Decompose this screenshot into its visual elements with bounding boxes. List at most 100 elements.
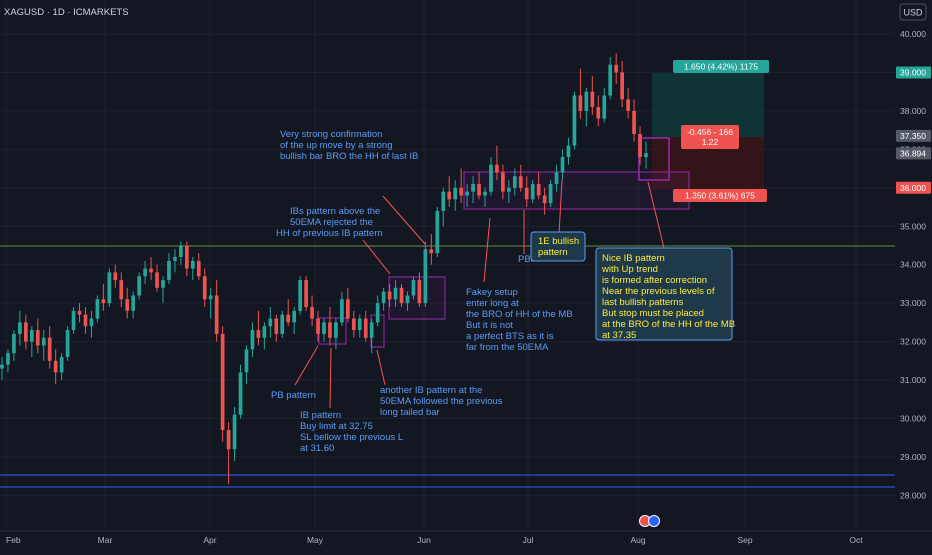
candle-up[interactable] [441,191,446,211]
event-flags-icon[interactable] [639,515,660,527]
candle-up[interactable] [548,183,553,204]
candle-up[interactable] [232,414,237,450]
candle-up[interactable] [262,326,267,338]
candle-up[interactable] [238,372,243,415]
candle-down[interactable] [47,337,52,361]
candle-down[interactable] [310,306,314,319]
candle-down[interactable] [429,249,434,254]
candle-down[interactable] [304,280,308,307]
candle-down[interactable] [196,260,201,277]
candle-up[interactable] [357,318,362,331]
candle-down[interactable] [459,187,463,196]
candle-up[interactable] [0,364,4,369]
candle-up[interactable] [507,187,511,192]
candle-down[interactable] [226,430,231,450]
candle-up[interactable] [393,287,398,300]
candle-down[interactable] [274,318,279,334]
candle-down[interactable] [417,280,422,304]
candle-down[interactable] [387,291,392,300]
candle-up[interactable] [381,291,386,304]
candle-down[interactable] [83,314,88,327]
candle-down[interactable] [113,272,118,281]
candle-down[interactable] [214,295,219,334]
candle-up[interactable] [71,310,76,331]
candle-down[interactable] [518,176,523,188]
symbol-title[interactable]: XAGUSD · 1D · ICMARKETS [4,7,129,18]
candle-up[interactable] [137,276,141,296]
candle-down[interactable] [220,333,225,431]
candle-down[interactable] [477,183,481,196]
candle-down[interactable] [286,314,291,323]
candle-up[interactable] [322,322,326,334]
candle-down[interactable] [119,280,124,300]
candle-up[interactable] [29,330,34,342]
candle-up[interactable] [471,183,475,192]
candle-down[interactable] [626,99,630,111]
candle-up[interactable] [530,183,535,200]
candle-up[interactable] [89,318,94,327]
candle-down[interactable] [578,95,583,111]
candle-up[interactable] [280,314,285,334]
candle-up[interactable] [453,187,458,200]
candle-up[interactable] [59,356,64,373]
candle-down[interactable] [620,72,624,100]
candle-up[interactable] [190,260,195,269]
candle-down[interactable] [53,360,58,373]
candle-up[interactable] [423,249,428,304]
candle-up[interactable] [369,322,374,338]
candle-up[interactable] [250,330,255,350]
callout-nice-ib[interactable]: Nice IB pattern with Up trend is formed … [595,247,735,341]
candle-down[interactable] [501,172,505,192]
candle-up[interactable] [41,337,46,346]
candle-up[interactable] [95,299,100,319]
candle-down[interactable] [328,322,332,338]
candle-down[interactable] [632,110,636,134]
callout-1e[interactable]: 1E bullish pattern [530,231,586,262]
mother-bar-box[interactable] [463,171,690,210]
candle-down[interactable] [596,107,601,119]
candle-down[interactable] [590,91,595,108]
candle-down[interactable] [524,187,529,200]
candle-up[interactable] [131,295,136,311]
candle-up[interactable] [560,157,565,173]
candle-up[interactable] [244,349,249,373]
candle-down[interactable] [155,272,159,288]
candle-up[interactable] [411,280,416,296]
candle-up[interactable] [435,210,440,254]
candle-up[interactable] [107,272,112,304]
nice-ib-box[interactable] [638,137,670,181]
candle-down[interactable] [316,318,320,334]
candle-up[interactable] [208,295,213,300]
candle-down[interactable] [346,299,350,319]
candle-down[interactable] [536,183,541,196]
candle-up[interactable] [6,353,10,365]
candle-up[interactable] [292,310,297,323]
candle-up[interactable] [167,260,171,281]
candle-up[interactable] [465,191,469,196]
candle-up[interactable] [483,191,487,196]
candle-up[interactable] [608,64,613,96]
candle-down[interactable] [447,191,452,200]
candle-up[interactable] [584,91,589,111]
candle-up[interactable] [161,280,165,288]
candle-up[interactable] [173,257,177,261]
candle-up[interactable] [566,145,571,158]
candle-up[interactable] [334,322,338,338]
position-center-label[interactable]: -0.456 - 166 1.22 [681,125,739,149]
candle-down[interactable] [256,330,261,338]
candle-up[interactable] [405,295,410,304]
candle-up[interactable] [179,245,183,258]
candle-up[interactable] [18,322,22,334]
candle-up[interactable] [512,176,517,188]
candle-up[interactable] [143,268,147,277]
candle-down[interactable] [495,164,499,173]
candle-up[interactable] [489,164,493,192]
candle-down[interactable] [202,276,207,300]
candle-up[interactable] [340,299,344,323]
candle-down[interactable] [351,318,356,331]
candle-up[interactable] [554,172,559,184]
candle-down[interactable] [125,299,130,311]
candle-up[interactable] [572,95,577,146]
candle-up[interactable] [375,303,380,323]
candle-up[interactable] [65,330,70,357]
